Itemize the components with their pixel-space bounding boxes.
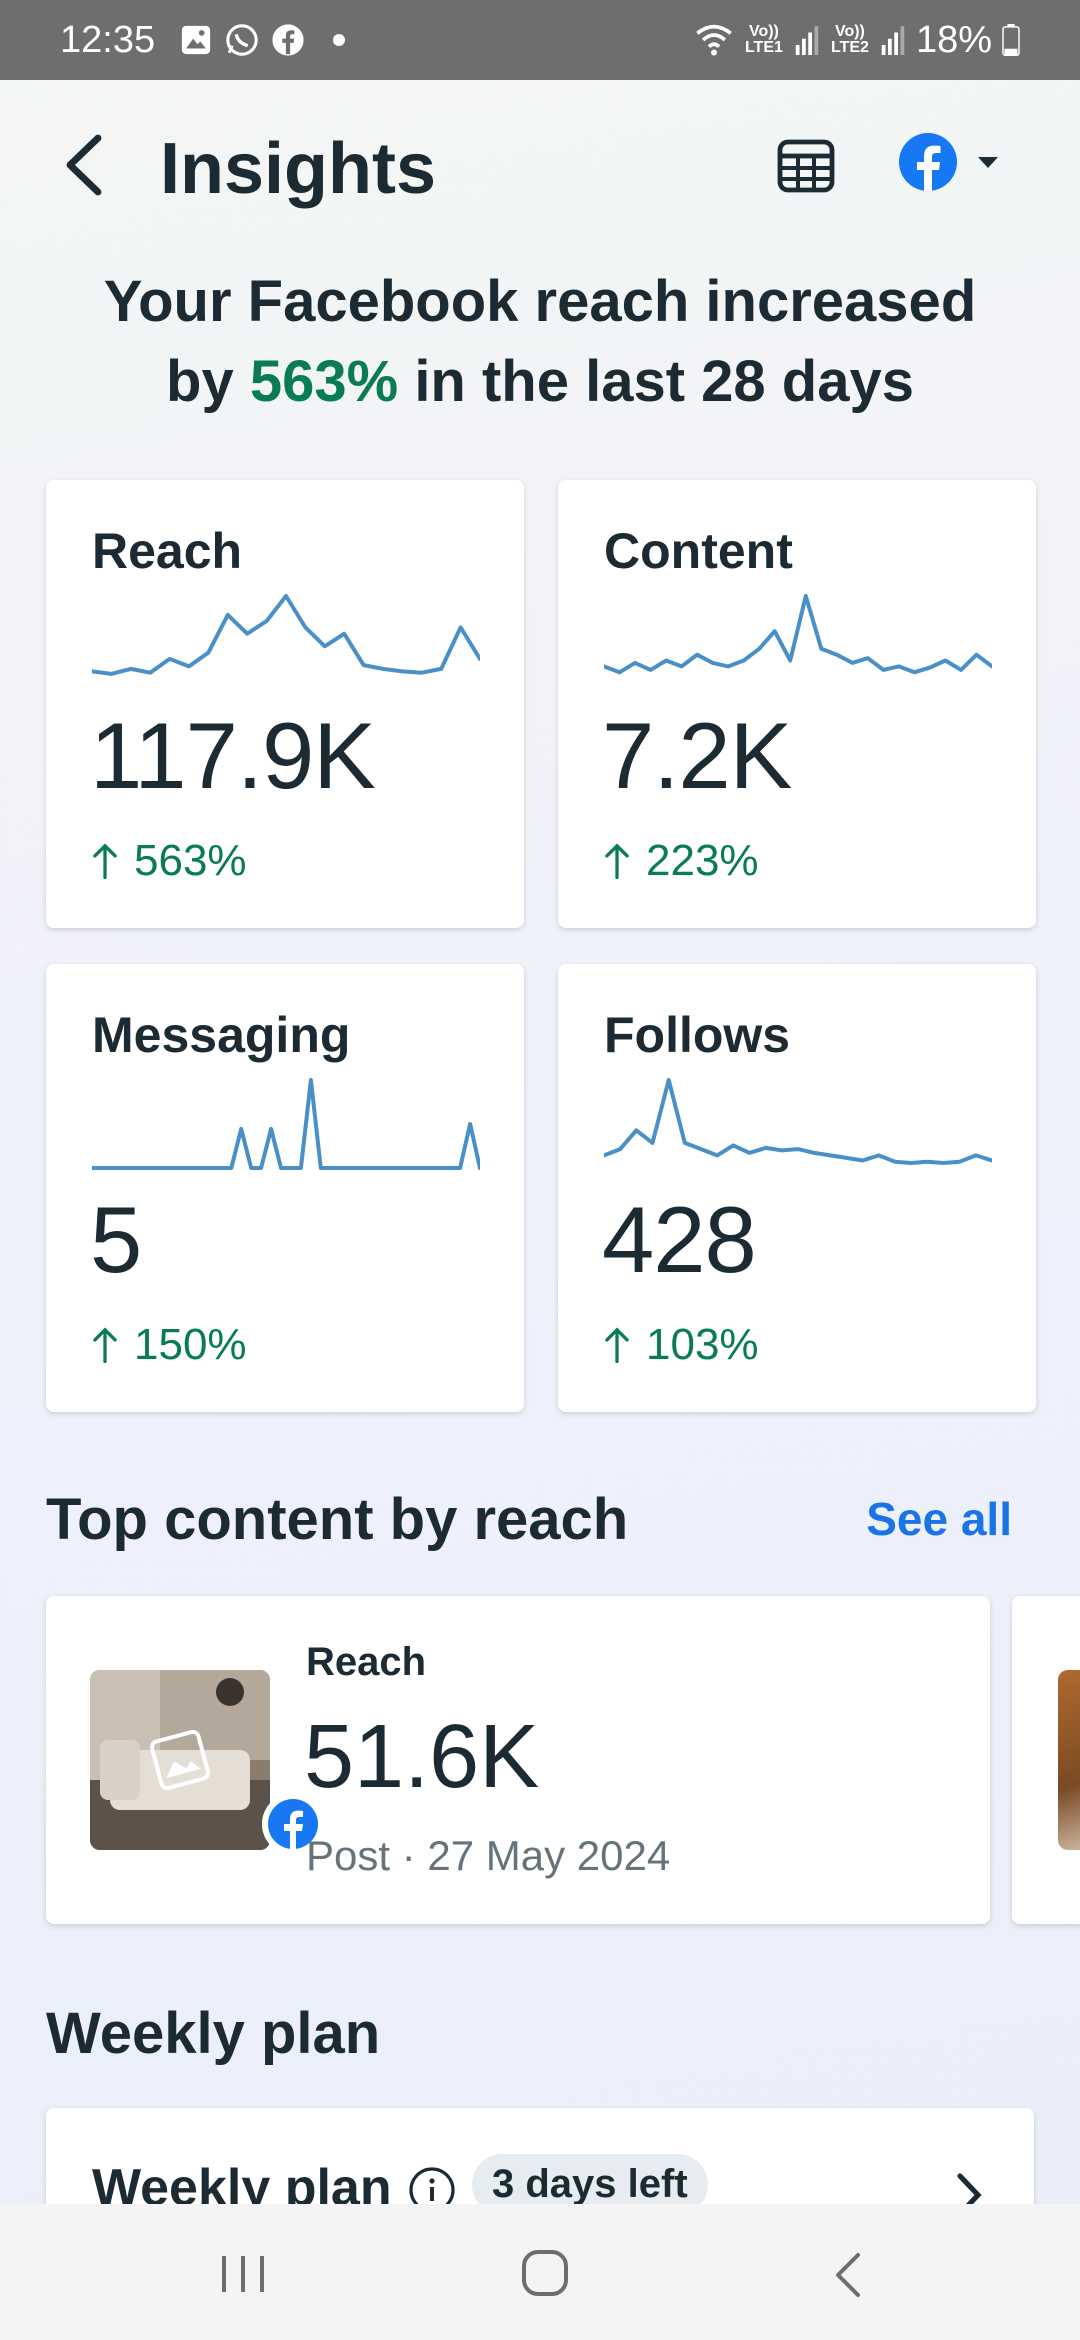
recent-apps-icon[interactable] [218, 2252, 268, 2296]
metric-title: Content [604, 523, 793, 579]
metric-title: Follows [604, 1007, 791, 1063]
battery-icon [1002, 24, 1020, 56]
headline-suffix: in the last 28 days [414, 349, 914, 414]
post-thumbnail[interactable] [90, 1670, 270, 1850]
nav-back-icon[interactable] [830, 2250, 866, 2300]
system-navigation-bar [0, 2204, 1080, 2340]
lte2-label: Vo)) LTE2 [830, 23, 869, 56]
sparkline-path [604, 1078, 992, 1165]
post-thumbnail-image [90, 1670, 270, 1850]
headline-line-2: by 563% in the last 28 days [40, 342, 1040, 422]
battery-percent: 18% [915, 18, 992, 61]
headline-highlight: 563% [249, 349, 399, 414]
top-app-bar: Insights [0, 80, 1080, 250]
wifi-icon [696, 24, 732, 56]
top-content-section-title: Top content by reach [46, 1487, 629, 1552]
metric-value: 5 [90, 1187, 142, 1292]
metric-card-content[interactable]: Content 7.2K 223% [558, 480, 1036, 928]
metric-change-value: 223% [646, 836, 759, 885]
follows-sparkline [604, 1078, 992, 1165]
page-title: Insights [160, 129, 437, 209]
days-left-badge: 3 days left [472, 2154, 708, 2215]
signal-icon-2 [881, 26, 905, 55]
metric-value: 7.2K [602, 703, 792, 808]
metric-card-follows[interactable]: Follows 428 103% [558, 964, 1036, 1412]
image-placeholder-icon [149, 1729, 211, 1791]
lte1-label: Vo)) LTE1 [744, 23, 783, 56]
arrow-up-icon [605, 843, 629, 880]
sparkline-path [92, 1078, 480, 1170]
facebook-status-icon [272, 24, 304, 56]
metric-value: 117.9K [90, 703, 376, 808]
top-content-label: Reach [306, 1640, 427, 1684]
reach-sparkline [92, 594, 480, 676]
arrow-up-icon [93, 843, 117, 880]
metric-change: 563% [92, 836, 247, 886]
metric-card-messaging[interactable]: Messaging 5 150% [46, 964, 524, 1412]
caret-down-icon [978, 157, 998, 168]
top-content-meta: Post · 27 May 2024 [306, 1832, 671, 1879]
facebook-icon [899, 133, 957, 191]
arrow-up-icon [605, 1327, 629, 1364]
facebook-badge-icon [262, 1793, 324, 1855]
table-icon[interactable] [776, 136, 836, 196]
sparkline-path [92, 594, 480, 676]
metric-value: 428 [602, 1187, 757, 1292]
metric-title: Messaging [92, 1007, 351, 1063]
home-icon[interactable] [520, 2248, 570, 2298]
whatsapp-icon [226, 24, 258, 56]
metric-change: 150% [92, 1320, 247, 1370]
back-icon[interactable] [58, 130, 108, 200]
see-all-link[interactable]: See all [866, 1493, 1012, 1545]
metric-title: Reach [92, 523, 243, 579]
metric-change-value: 563% [134, 836, 247, 885]
notification-dot [333, 34, 346, 46]
metric-change-value: 103% [646, 1320, 759, 1369]
account-switcher[interactable] [898, 130, 1008, 200]
content-sparkline [604, 594, 992, 675]
metric-change-value: 150% [134, 1320, 247, 1369]
metric-card-reach[interactable]: Reach 117.9K 563% [46, 480, 524, 928]
weekly-plan-section-title: Weekly plan [46, 2001, 381, 2066]
status-bar: 12:35 Vo)) LTE1 Vo)) LTE2 18% [0, 0, 1080, 80]
sparkline-path [604, 594, 992, 675]
top-content-value: 51.6K [304, 1707, 540, 1807]
arrow-up-icon [93, 1327, 117, 1364]
status-time: 12:35 [60, 18, 156, 61]
next-post-thumbnail [1058, 1670, 1080, 1850]
metric-change: 223% [604, 836, 759, 886]
messaging-sparkline [92, 1078, 480, 1170]
signal-icon [795, 26, 819, 55]
gallery-icon [181, 25, 211, 55]
metric-change: 103% [604, 1320, 759, 1370]
headline-line-1: Your Facebook reach increased [103, 269, 977, 334]
headline-prefix: by [166, 349, 234, 414]
reach-summary-headline: Your Facebook reach increased by 563% in… [40, 262, 1040, 422]
top-content-card[interactable]: Reach 51.6K Post · 27 May 2024 [46, 1596, 990, 1924]
next-content-card[interactable] [1012, 1596, 1080, 1924]
